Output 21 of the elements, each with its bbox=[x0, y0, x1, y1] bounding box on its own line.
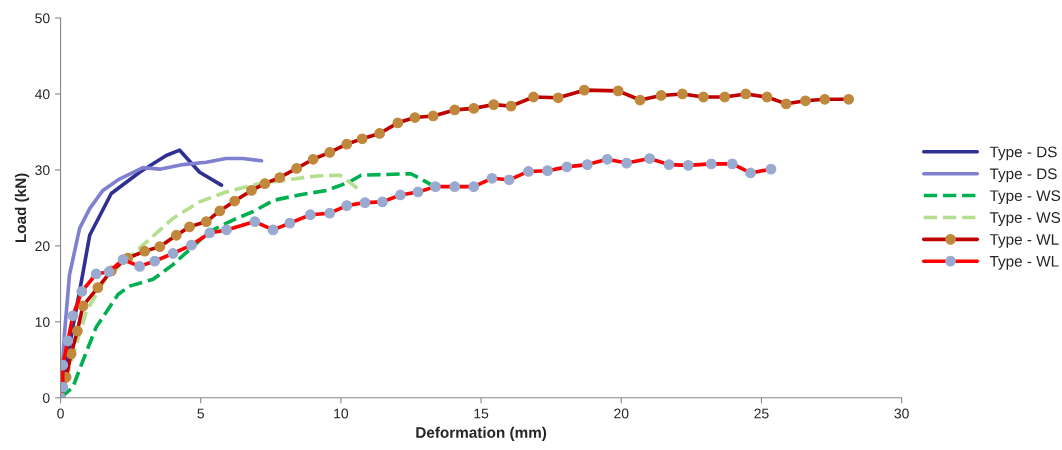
y-axis-title: Load (kN) bbox=[14, 173, 30, 243]
x-tick-label: 15 bbox=[474, 408, 489, 419]
legend-label: Type - WS bbox=[989, 212, 1061, 226]
x-tick-label: 30 bbox=[894, 408, 909, 419]
y-tick-label: 10 bbox=[35, 317, 50, 328]
x-tick-label: 20 bbox=[614, 408, 629, 419]
legend-label: Type - DS bbox=[989, 146, 1057, 161]
x-tick-label: 25 bbox=[754, 408, 769, 419]
y-tick-label: 20 bbox=[35, 241, 50, 252]
x-axis-title: Deformation (mm) bbox=[416, 426, 547, 441]
legend-label: Type - WL bbox=[989, 234, 1059, 248]
x-tick-label: 10 bbox=[334, 408, 349, 419]
x-tick-label: 5 bbox=[197, 408, 204, 419]
legend-label: Type - WS bbox=[989, 190, 1061, 205]
y-tick-label: 50 bbox=[35, 13, 50, 24]
x-tick-label: 0 bbox=[57, 408, 64, 419]
y-tick-label: 30 bbox=[35, 165, 50, 176]
legend-label: Type - DS bbox=[989, 168, 1057, 183]
y-tick-label: 40 bbox=[34, 89, 50, 100]
y-tick-label: 0 bbox=[42, 393, 50, 403]
legend-label: Type - WL bbox=[989, 256, 1059, 270]
